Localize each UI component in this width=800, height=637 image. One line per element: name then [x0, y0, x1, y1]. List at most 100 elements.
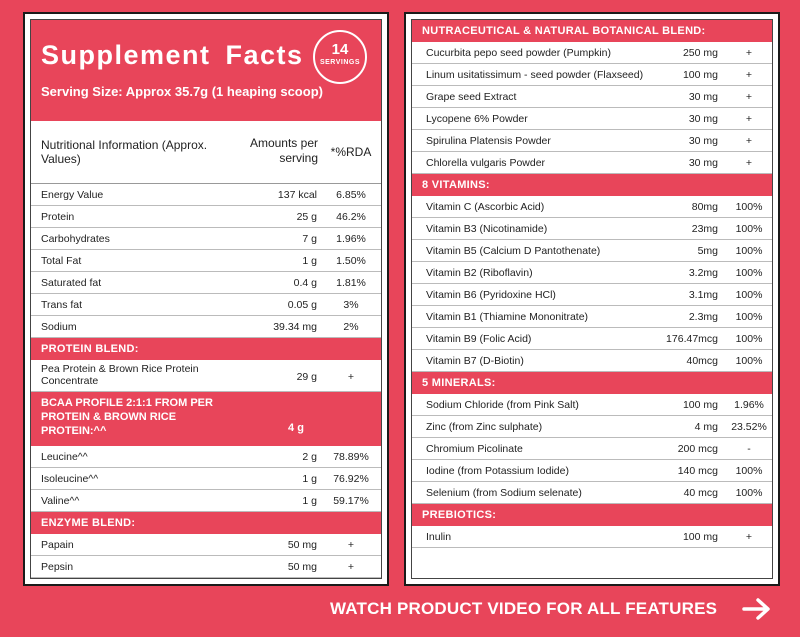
- row-rda: 2%: [343, 321, 359, 333]
- vitamins-header: 8 VITAMINS:: [412, 174, 772, 196]
- mineral-rows: Sodium Chloride (from Pink Salt) 100 mg 1.…: [412, 394, 772, 504]
- row-rda: 100%: [735, 289, 763, 301]
- row-name: Vitamin C (Ascorbic Acid): [426, 201, 545, 213]
- row-amount: 1 g: [302, 473, 317, 485]
- row-name: Protein: [41, 211, 75, 223]
- row-name: Iodine (from Potassium Iodide): [426, 465, 569, 477]
- row-amount: 29 g: [296, 371, 317, 383]
- row-rda: 100%: [735, 245, 763, 257]
- table-row: Valine^^ 1 g 59.17%: [31, 490, 381, 512]
- prebiotics-header: PREBIOTICS:: [412, 504, 772, 526]
- row-rda: 100%: [735, 201, 763, 213]
- row-name: Sodium: [41, 321, 77, 333]
- row-rda: 78.89%: [333, 451, 369, 463]
- bcaa-header: BCAA PROFILE 2:1:1 FROM PER PROTEIN & BR…: [31, 392, 381, 446]
- row-name: Inulin: [426, 531, 452, 543]
- row-rda: +: [745, 113, 753, 125]
- watch-video-link[interactable]: WATCH PRODUCT VIDEO FOR ALL FEATURES: [330, 599, 718, 618]
- row-amount: 23mg: [691, 223, 718, 235]
- row-amount: 3.1mg: [688, 289, 718, 301]
- minerals-header: 5 MINERALS:: [412, 372, 772, 394]
- table-row: Energy Value 137 kcal 6.85%: [31, 184, 381, 206]
- row-rda: +: [745, 531, 753, 543]
- supplement-facts-panel: Supplement Facts Serving Size: Approx 35…: [23, 12, 389, 586]
- row-rda: 100%: [735, 487, 763, 499]
- row-rda: +: [745, 91, 753, 103]
- row-name: Total Fat: [41, 255, 82, 267]
- table-row: Chlorella vulgaris Powder 30 mg +: [412, 152, 772, 174]
- row-rda: 100%: [735, 223, 763, 235]
- row-name: Leucine^^: [41, 451, 88, 463]
- row-name: Grape seed Extract: [426, 91, 517, 103]
- row-rda: 59.17%: [333, 495, 369, 507]
- row-amount: 2.3mg: [688, 311, 718, 323]
- enzyme-blend-header: ENZYME BLEND:: [31, 512, 381, 534]
- arrow-right-icon[interactable]: [742, 597, 772, 621]
- table-row: Total Fat 1 g 1.50%: [31, 250, 381, 272]
- table-row: Pepsin 50 mg +: [31, 556, 381, 578]
- row-rda: 23.52%: [731, 421, 767, 433]
- row-amount: 100 mg: [682, 531, 718, 543]
- table-row: Chromium Picolinate 200 mcg -: [412, 438, 772, 460]
- row-name: Chlorella vulgaris Powder: [426, 157, 546, 169]
- table-row: Vitamin B9 (Folic Acid) 176.47mcg 100%: [412, 328, 772, 350]
- row-rda: 100%: [735, 465, 763, 477]
- row-amount: 137 kcal: [277, 189, 317, 201]
- row-rda: 6.85%: [336, 189, 366, 201]
- row-name: Vitamin B6 (Pyridoxine HCl): [426, 289, 556, 301]
- row-rda: 100%: [735, 355, 763, 367]
- col-info-header: Nutritional Information (Approx. Values): [41, 138, 208, 166]
- table-row: Pea Protein & Brown Rice Protein Concent…: [31, 360, 381, 392]
- row-name: Lycopene 6% Powder: [426, 113, 528, 125]
- table-row: Zinc (from Zinc sulphate) 4 mg 23.52%: [412, 416, 772, 438]
- supplement-title: Supplement Facts: [41, 40, 304, 70]
- row-name: Carbohydrates: [41, 233, 110, 245]
- row-amount: 40 mcg: [683, 487, 718, 499]
- row-amount: 50 mg: [287, 539, 317, 551]
- table-row: Sodium Chloride (from Pink Salt) 100 mg 1.…: [412, 394, 772, 416]
- col-rda-header: *%RDA: [330, 145, 372, 159]
- table-row: Saturated fat 0.4 g 1.81%: [31, 272, 381, 294]
- row-amount: 25 g: [296, 211, 317, 223]
- row-amount: 0.05 g: [287, 299, 317, 311]
- table-row: Cucurbita pepo seed powder (Pumpkin) 250 …: [412, 42, 772, 64]
- row-amount: 200 mcg: [677, 443, 718, 455]
- table-row: Grape seed Extract 30 mg +: [412, 86, 772, 108]
- ingredients-panel: NUTRACEUTICAL & NATURAL BOTANICAL BLEND:…: [404, 12, 780, 586]
- bcaa-amount: 4 g: [288, 422, 304, 434]
- row-name: Spirulina Platensis Powder: [426, 135, 551, 147]
- table-row: Vitamin B2 (Riboflavin) 3.2mg 100%: [412, 262, 772, 284]
- row-amount: 3.2mg: [688, 267, 718, 279]
- protein-blend-header: PROTEIN BLEND:: [31, 338, 381, 360]
- servings-count: 14: [331, 41, 349, 58]
- table-row: Vitamin C (Ascorbic Acid) 80mg 100%: [412, 196, 772, 218]
- vitamin-rows: Vitamin C (Ascorbic Acid) 80mg 100% Vitamin…: [412, 196, 772, 372]
- servings-badge: 14 SERVINGS: [313, 30, 367, 84]
- table-row: Spirulina Platensis Powder 30 mg +: [412, 130, 772, 152]
- row-rda: 76.92%: [333, 473, 369, 485]
- row-amount: 30 mg: [688, 135, 718, 147]
- row-rda: 3%: [343, 299, 359, 311]
- row-rda: 100%: [735, 267, 763, 279]
- row-name: Energy Value: [41, 189, 104, 201]
- row-amount: 2 g: [302, 451, 317, 463]
- row-rda: +: [745, 69, 753, 81]
- row-amount: 4 mg: [694, 421, 718, 433]
- row-rda: +: [347, 561, 355, 573]
- table-row: Selenium (from Sodium selenate) 40 mcg 100…: [412, 482, 772, 504]
- row-name: Vitamin B5 (Calcium D Pantothenate): [426, 245, 601, 257]
- nutraceutical-header: NUTRACEUTICAL & NATURAL BOTANICAL BLEND:: [412, 20, 772, 42]
- bcaa-rows: Leucine^^ 2 g 78.89% Isoleucine^^ 1 g 76.92% V…: [31, 446, 381, 512]
- row-amount: 100 mg: [682, 69, 718, 81]
- nutrition-rows: Energy Value 137 kcal 6.85% Protein 25 g 46.2…: [31, 184, 381, 338]
- row-name: Chromium Picolinate: [426, 443, 523, 455]
- table-row: Iodine (from Potassium Iodide) 140 mcg 100…: [412, 460, 772, 482]
- row-name: Vitamin B3 (Nicotinamide): [426, 223, 548, 235]
- table-row: Vitamin B5 (Calcium D Pantothenate) 5mg 10…: [412, 240, 772, 262]
- column-headers: Nutritional Information (Approx. Values)…: [31, 121, 381, 184]
- row-amount: 176.47mcg: [666, 333, 718, 345]
- ingredients-inner: NUTRACEUTICAL & NATURAL BOTANICAL BLEND:…: [411, 19, 773, 579]
- row-amount: 50 mg: [287, 561, 317, 573]
- row-amount: 40mcg: [686, 355, 718, 367]
- supplement-facts-inner: Supplement Facts Serving Size: Approx 35…: [30, 19, 382, 579]
